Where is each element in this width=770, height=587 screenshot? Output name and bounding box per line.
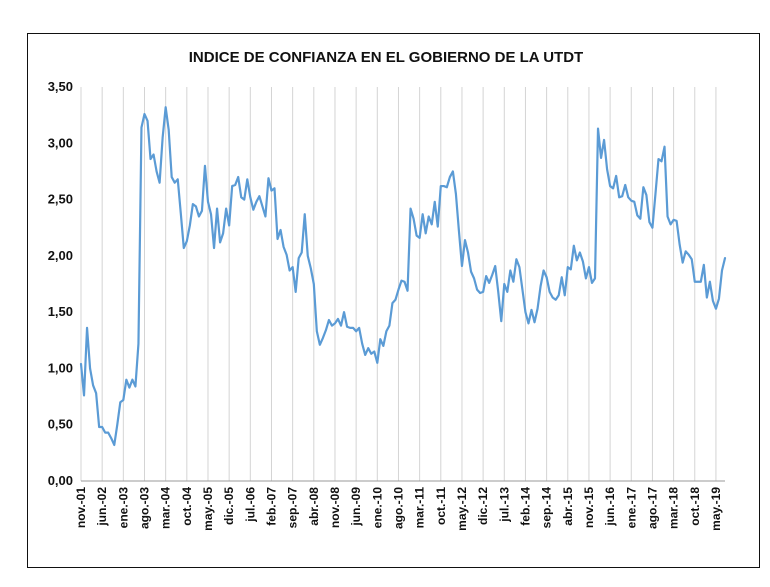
x-tick-label: ago.-10 xyxy=(391,487,405,529)
y-axis-ticks: 0,00 0,50 1,00 1,50 2,00 2,50 3,00 3,50 xyxy=(48,79,73,488)
x-tick-label: feb.-14 xyxy=(518,487,532,526)
x-tick-label: nov.-15 xyxy=(582,487,596,528)
x-tick-label: jul.-13 xyxy=(497,487,511,523)
y-tick-label: 3,00 xyxy=(48,135,73,150)
y-tick-label: 2,00 xyxy=(48,248,73,263)
vertical-gridlines xyxy=(80,87,717,481)
x-axis-ticks: nov.-01 jun.-02 ene.-03 ago.-03 mar.-04 oct.-… xyxy=(74,487,723,531)
x-tick-label: abr.-08 xyxy=(307,487,321,526)
series-line xyxy=(79,106,727,447)
x-tick-label: ago.-17 xyxy=(645,487,659,529)
x-tick-label: mar.-18 xyxy=(667,487,681,529)
x-tick-label: ene.-03 xyxy=(116,487,130,529)
x-tick-label: may.-19 xyxy=(709,487,723,531)
x-tick-label: feb.-07 xyxy=(264,487,278,526)
x-tick-label: ago.-03 xyxy=(137,487,151,529)
x-tick-label: dic.-12 xyxy=(476,487,490,525)
x-tick-label: ene.-17 xyxy=(624,487,638,529)
chart-title: INDICE DE CONFIANZA EN EL GOBIERNO DE LA… xyxy=(189,49,583,66)
y-tick-label: 0,50 xyxy=(48,417,73,432)
x-tick-label: dic.-05 xyxy=(222,487,236,525)
x-tick-label: ene.-10 xyxy=(370,487,384,529)
y-tick-label: 0,00 xyxy=(48,473,73,488)
x-tick-label: jul.-06 xyxy=(243,487,257,523)
x-tick-label: may.-05 xyxy=(201,487,215,531)
x-tick-label: oct.-18 xyxy=(688,487,702,526)
x-tick-label: jun.-16 xyxy=(603,487,617,527)
x-tick-label: jun.-02 xyxy=(95,487,109,527)
y-tick-label: 1,50 xyxy=(48,304,73,319)
x-tick-label: abr.-15 xyxy=(561,487,575,526)
x-tick-label: may.-12 xyxy=(455,487,469,531)
line-chart: INDICE DE CONFIANZA EN EL GOBIERNO DE LA… xyxy=(48,49,727,531)
x-tick-label: nov.-01 xyxy=(74,487,88,528)
y-tick-label: 2,50 xyxy=(48,192,73,207)
chart-frame: INDICE DE CONFIANZA EN EL GOBIERNO DE LA… xyxy=(27,33,760,568)
x-tick-label: jun.-09 xyxy=(349,487,363,527)
y-tick-label: 3,50 xyxy=(48,79,73,94)
x-tick-label: oct.-11 xyxy=(434,487,448,525)
x-tick-label: nov.-08 xyxy=(328,487,342,528)
x-tick-label: mar.-11 xyxy=(413,487,427,529)
x-tick-label: sep.-07 xyxy=(286,487,300,529)
y-tick-label: 1,00 xyxy=(48,360,73,375)
x-tick-label: mar.-04 xyxy=(159,487,173,529)
x-tick-label: sep.-14 xyxy=(540,487,554,529)
x-tick-label: oct.-04 xyxy=(180,487,194,526)
